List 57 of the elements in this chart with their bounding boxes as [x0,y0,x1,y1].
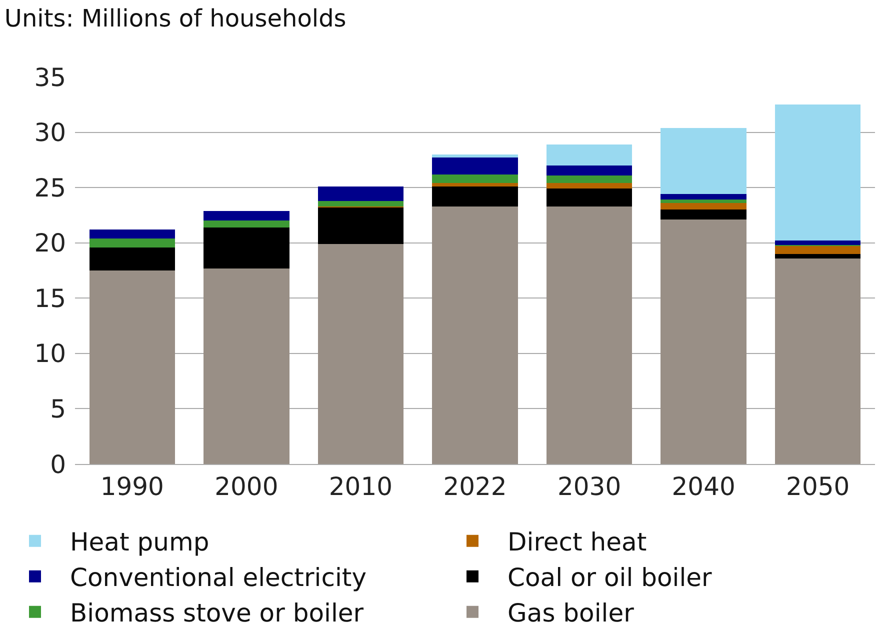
bar [89,230,175,238]
y-tick-label: 10 [34,339,66,368]
x-tick-label: 2000 [214,472,278,501]
y-tick-label: 20 [34,228,66,258]
bar [204,268,290,464]
bar [432,206,518,464]
legend-label: Heat pump [70,528,210,557]
chart-title: Units: Millions of households [4,4,346,32]
bar [775,258,861,464]
bar [546,175,632,184]
bar [204,210,290,221]
bar [775,104,861,241]
bar [89,247,175,270]
bar [546,188,632,206]
bar [89,270,175,464]
bar [432,186,518,206]
bar [546,206,632,464]
legend-label: Biomass stove or boiler [70,598,364,628]
x-tick-label: 2040 [672,472,736,501]
bar [204,220,290,228]
bar [775,240,861,246]
y-tick-label: 0 [50,450,66,479]
bar [432,174,518,184]
x-tick-label: 2050 [786,472,850,501]
bar [775,246,861,254]
x-tick-label: 1990 [100,472,164,501]
bar [660,200,746,204]
bar [318,207,404,244]
y-tick-label: 30 [34,118,66,148]
bar [775,254,861,258]
bar [318,186,404,201]
bar [546,165,632,176]
bar [546,144,632,166]
bar [89,238,175,248]
legend-label: Gas boiler [508,598,635,628]
bar [432,158,518,174]
x-tick-label: 2022 [443,472,507,501]
bar [660,210,746,220]
legend-label: Direct heat [508,528,647,557]
bar [204,227,290,268]
bar [660,220,746,464]
y-tick-label: 5 [50,394,66,424]
bar [660,128,746,194]
bar [660,203,746,210]
legend-label: Conventional electricity [70,563,367,592]
bar [432,154,518,158]
bar [660,194,746,200]
y-tick-label: 15 [34,284,66,313]
legend-label: Coal or oil boiler [508,563,713,592]
bar [432,183,518,186]
x-tick-label: 2010 [328,472,393,501]
y-tick-label: 25 [34,173,66,202]
x-tick-label: 2030 [557,472,622,501]
bar [318,244,404,464]
bar [546,183,632,189]
y-tick-label: 35 [34,62,66,92]
bar [318,200,404,206]
